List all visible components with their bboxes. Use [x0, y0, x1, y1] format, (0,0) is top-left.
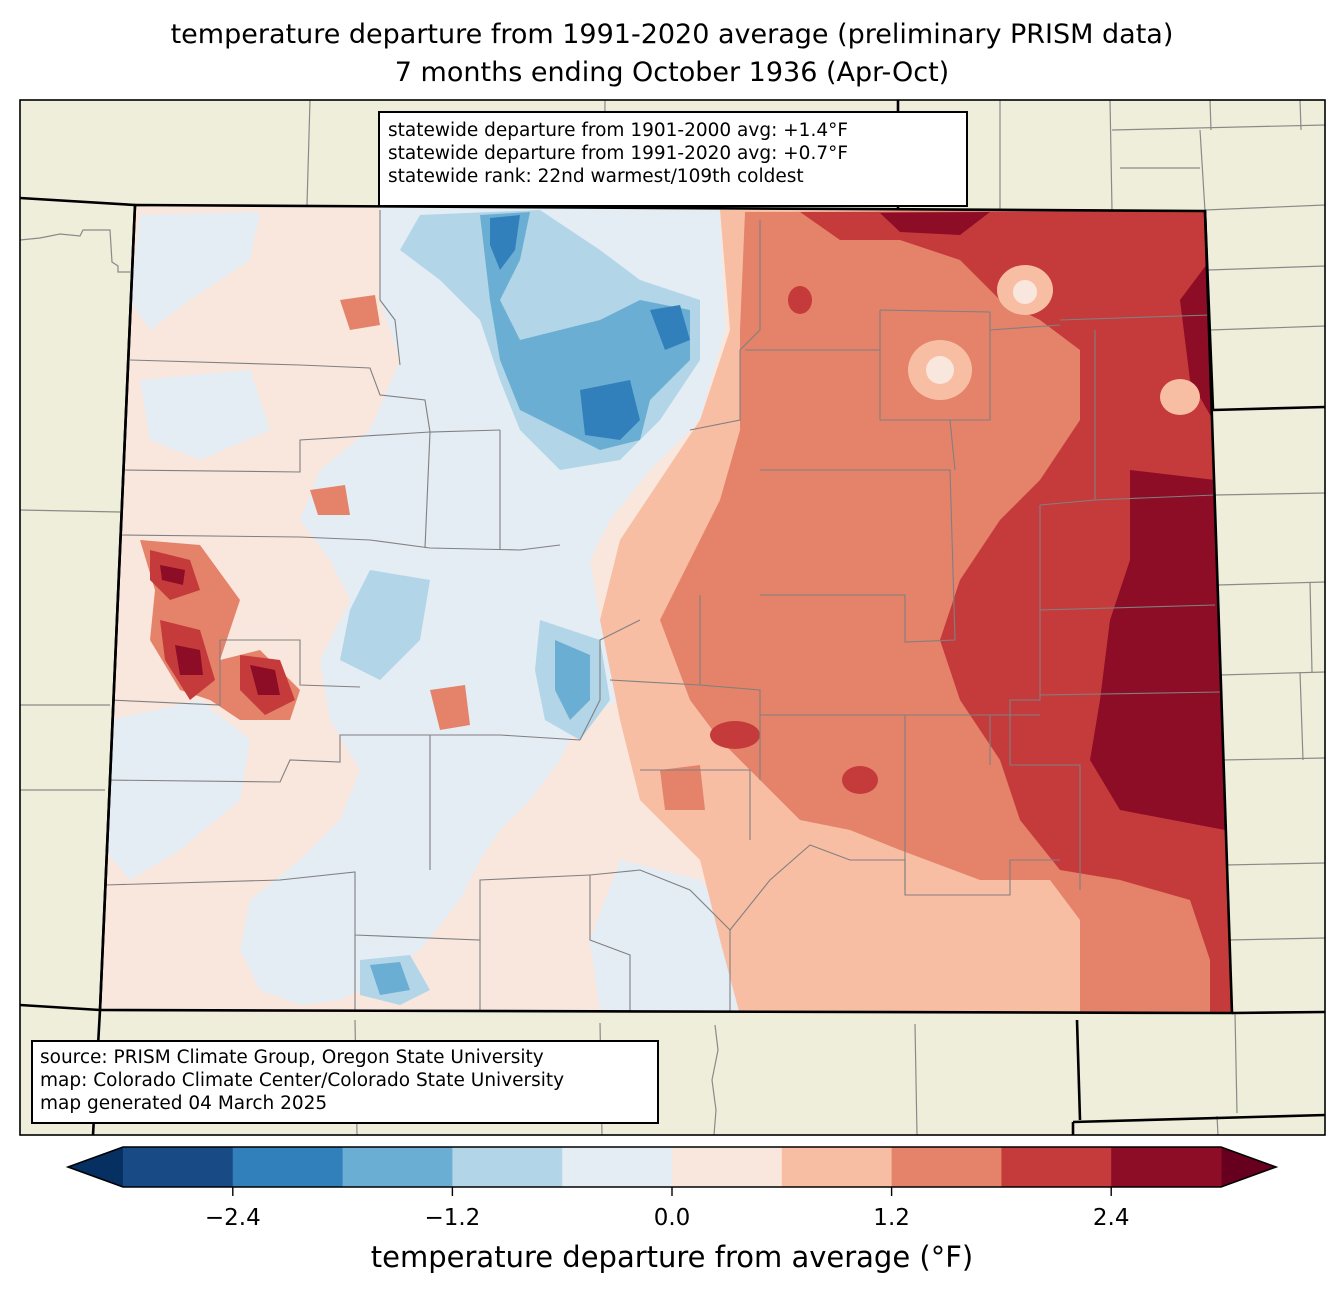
contour-band--2.4-to--1.8: [650, 305, 690, 350]
contour-band--1.8-to--1.2: [480, 212, 690, 450]
colorbar-tick-label: −1.2: [424, 1205, 481, 1231]
temperature-contours: [100, 205, 1232, 1013]
colorbar-segment: [781, 1147, 893, 1187]
contour-band-2.4-to-3.0: [175, 645, 203, 675]
contour-band-2.4-to-3.0: [250, 665, 280, 695]
credits-generated: map generated 04 March 2025: [40, 1093, 328, 1114]
credits-box: source: PRISM Climate Group, Oregon Stat…: [31, 1040, 659, 1124]
colorbar-segment: [232, 1147, 344, 1187]
contour-band-2.4-to-3.0: [1180, 260, 1213, 420]
colorbar-tick-label: −2.4: [204, 1205, 261, 1231]
map-subtitle: 7 months ending October 1936 (Apr-Oct): [394, 57, 950, 88]
contour-band-1.2-to-1.8: [660, 765, 705, 810]
contour-band-1.8-to-2.4: [710, 721, 760, 749]
colorbar-tick-label: 0.0: [653, 1205, 691, 1231]
colorbar-segment: [891, 1147, 1002, 1187]
contour-band-1.8-to-2.4: [842, 766, 878, 794]
colorbar-tick-label: 2.4: [1092, 1205, 1130, 1231]
colorbar-label: temperature departure from average (°F): [370, 1240, 974, 1274]
contour-band--2.4-to--1.8: [490, 215, 520, 270]
colorbar-over-extension: [1221, 1147, 1276, 1187]
colorbar-outline: [65, 1146, 1279, 1188]
contour-band--0.6-to-0.0: [140, 370, 270, 460]
colorbar: [65, 1146, 1279, 1196]
contour-band-2.4-to-3.0: [160, 565, 185, 585]
map-frame-outline: [19, 99, 1326, 1136]
contour-band-2.4-to-3.0: [880, 212, 990, 235]
credits-source: source: PRISM Climate Group, Oregon Stat…: [40, 1047, 544, 1068]
contour-band-0.0-to-0.6: [1013, 280, 1037, 304]
contour-band-0.6-to-1.2: [1160, 379, 1200, 415]
contour-band--1.2-to--0.6: [340, 570, 430, 680]
contour-band--1.8-to--1.2: [370, 962, 410, 995]
colorbar-segment: [1001, 1147, 1112, 1187]
contour-band--0.6-to-0.0: [105, 700, 250, 880]
credits-map: map: Colorado Climate Center/Colorado St…: [40, 1070, 565, 1091]
colorbar-under-extension: [68, 1147, 123, 1187]
stats-line-rank: statewide rank: 22nd warmest/109th colde…: [388, 166, 804, 187]
colorbar-segment: [123, 1147, 234, 1187]
colorbar-segment: [562, 1147, 673, 1187]
contour-band--2.4-to--1.8: [580, 380, 640, 440]
county-lines: [104, 210, 1221, 1012]
stats-line-1901-2000: statewide departure from 1901-2000 avg: …: [388, 120, 848, 141]
contour-band--0.6-to-0.0: [130, 212, 260, 330]
statewide-stats-box: statewide departure from 1901-2000 avg: …: [378, 111, 968, 207]
contour-band-1.2-to-1.8: [430, 685, 470, 730]
contour-band-1.2-to-1.8: [340, 295, 380, 330]
contour-band-0.0-to-0.6: [926, 356, 954, 384]
colorbar-segment: [672, 1147, 783, 1187]
colorbar-tick-label: 1.2: [873, 1205, 910, 1231]
colorbar-segment: [1111, 1147, 1222, 1187]
map-title: temperature departure from 1991-2020 ave…: [170, 19, 1174, 50]
contour-band--1.8-to--1.2: [555, 640, 590, 720]
contour-band-2.4-to-3.0: [1090, 470, 1225, 830]
colorbar-segment: [342, 1147, 453, 1187]
contour-band-1.8-to-2.4: [788, 286, 812, 314]
contour-band-1.2-to-1.8: [310, 485, 350, 515]
stats-line-1991-2020: statewide departure from 1991-2020 avg: …: [388, 143, 848, 164]
colorbar-segment: [452, 1147, 563, 1187]
contour-band-1.8-to-2.4: [800, 211, 1232, 1013]
